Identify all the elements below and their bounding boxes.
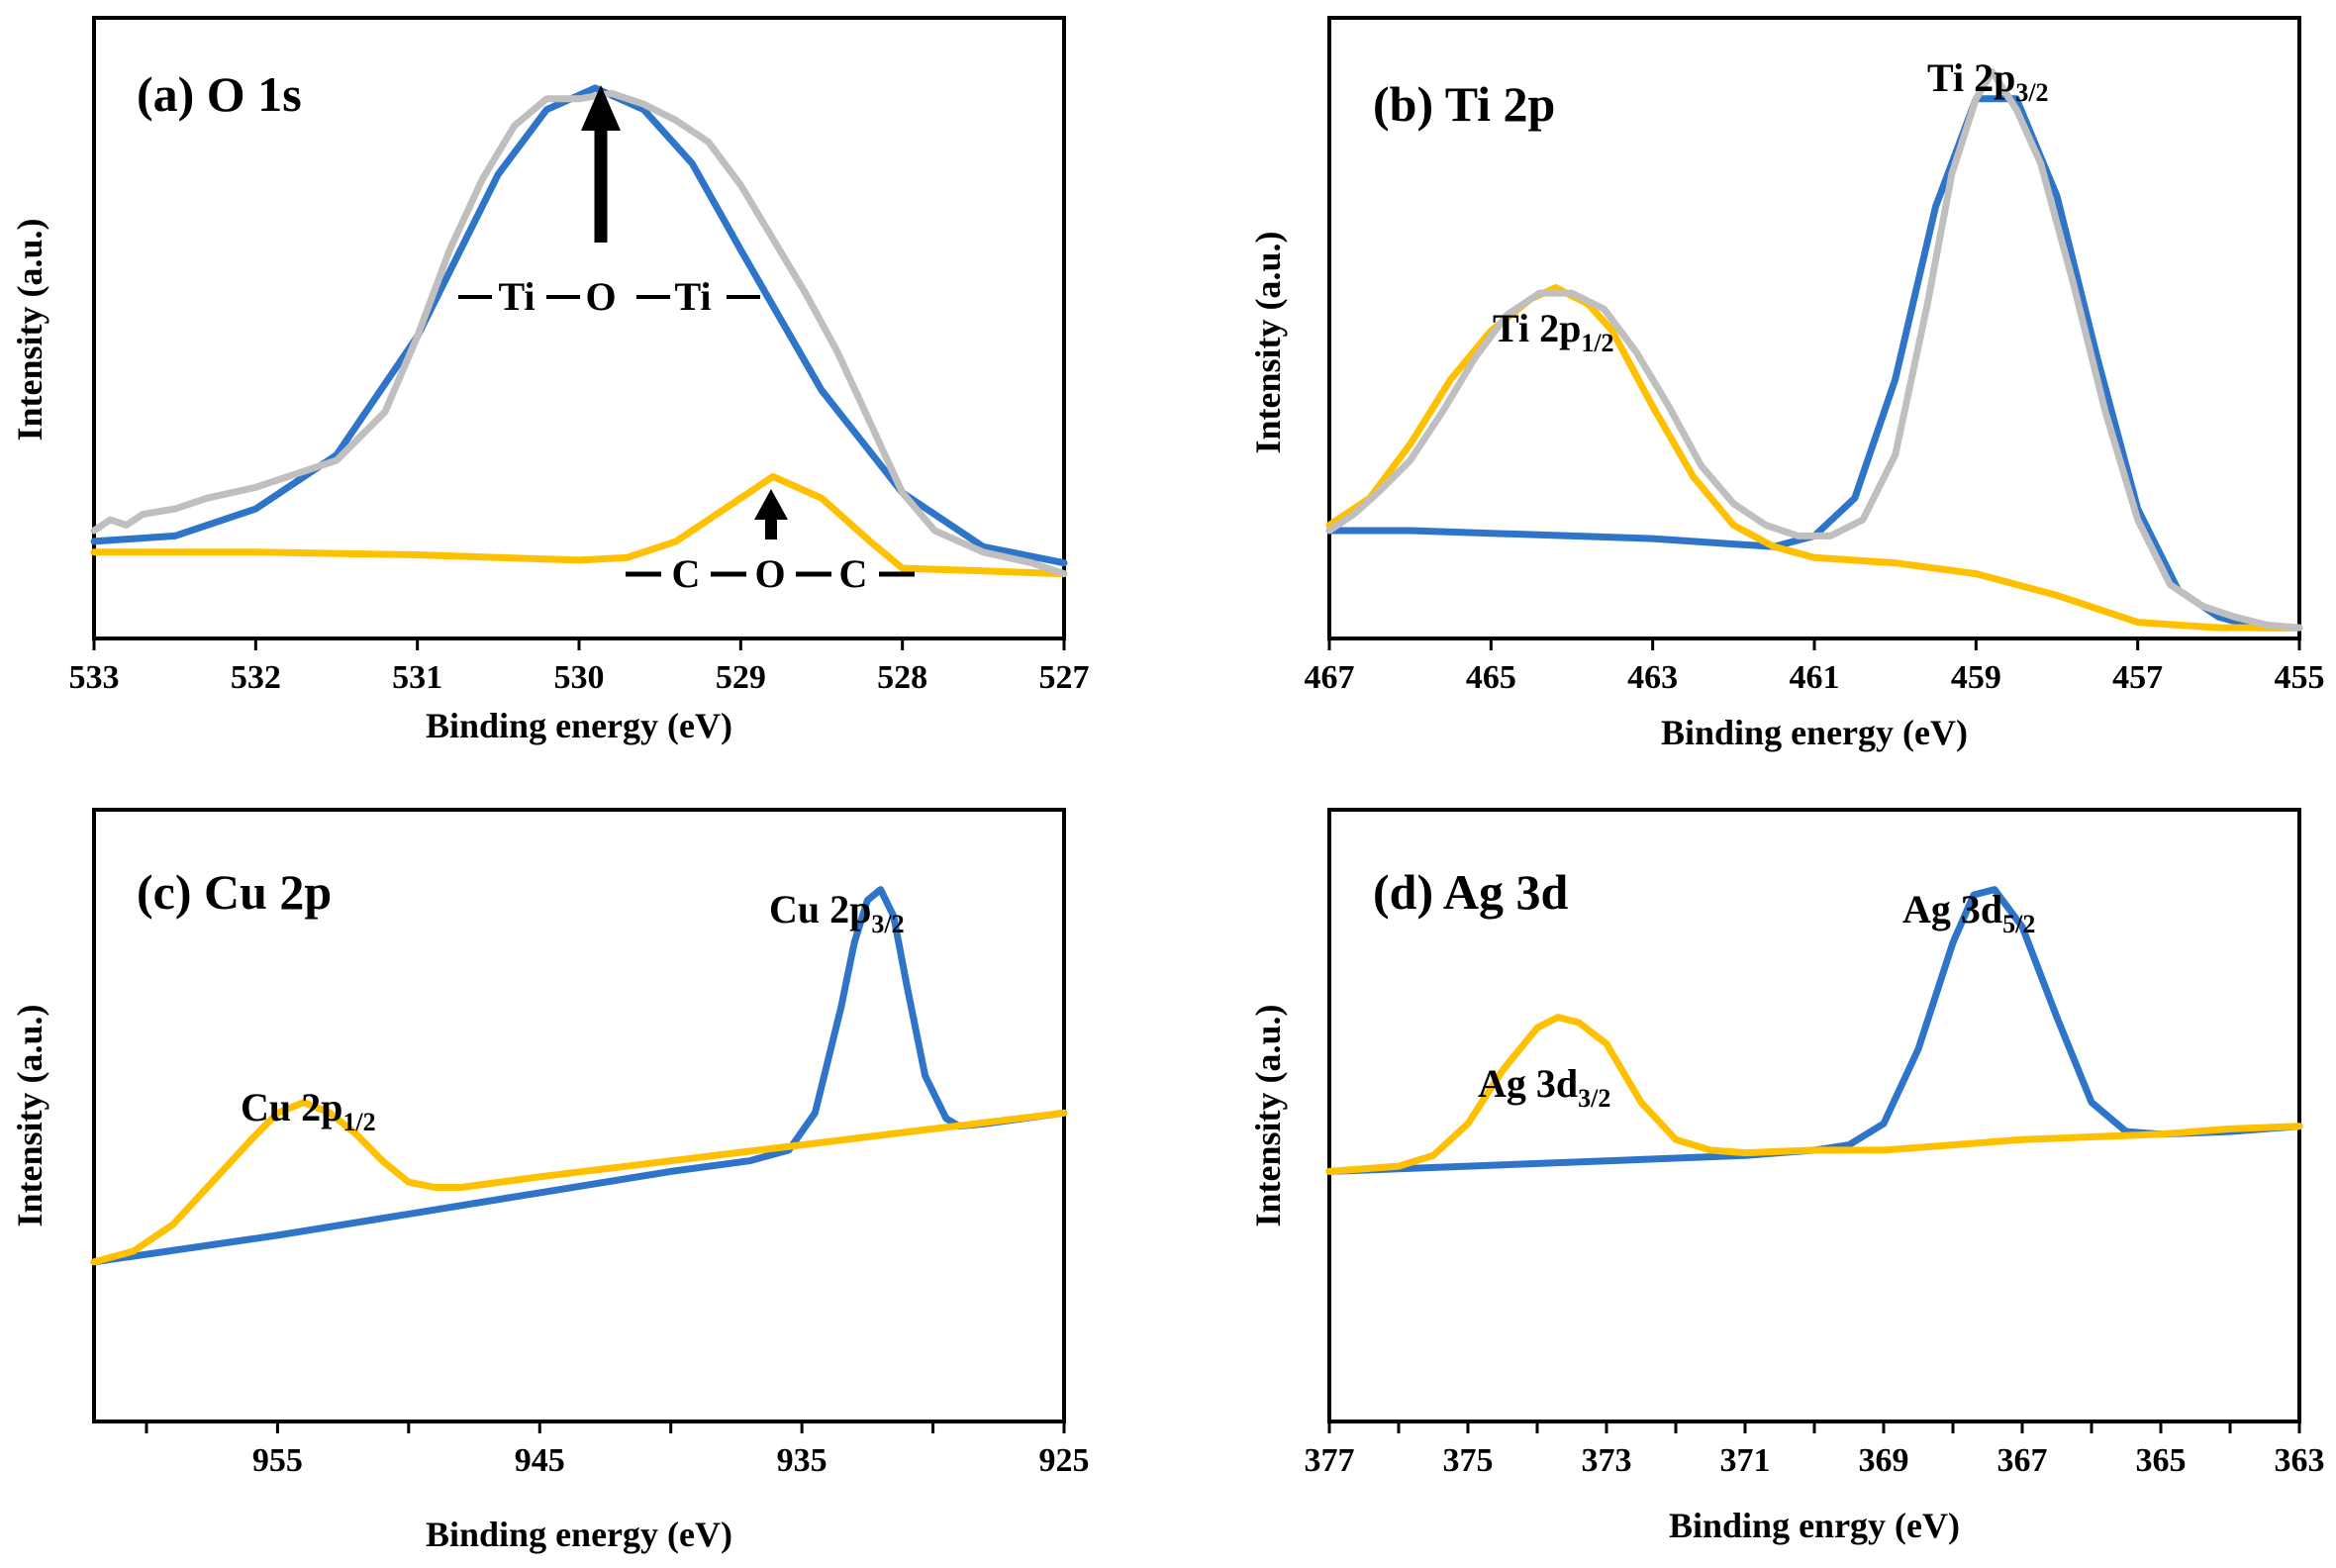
- bond-c-o-c: C O C: [626, 551, 915, 596]
- series-fit-3d3/2: [1325, 1014, 2303, 1175]
- arrow-c-o-c: [754, 489, 788, 539]
- panel-o1s: 533 532 531 530 529 528 527 (a) O 1s Binding e…: [10, 16, 1090, 745]
- bond-atom: C: [672, 551, 701, 596]
- panel-title: (a) O 1s: [137, 66, 302, 122]
- arrow-ti-o-ti: [581, 85, 621, 243]
- x-tick-label: 373: [1582, 1442, 1632, 1479]
- y-axis-title: Intensity (a.u.): [1248, 1004, 1288, 1226]
- x-tick-label: 527: [1039, 659, 1090, 696]
- x-ticks: [145, 1421, 1066, 1433]
- bond-atom: Ti: [674, 274, 711, 319]
- x-tick-labels: 955 945 935 925: [252, 1442, 1090, 1479]
- panel-cu2p: 955 945 935 925 (c) Cu 2p Binding energy (e…: [10, 808, 1090, 1554]
- series-fit-c-o-c: [90, 472, 1068, 578]
- x-tick-label: 925: [1039, 1442, 1090, 1479]
- series-experimental: [90, 89, 1068, 578]
- x-axis-title: Binding energy (eV): [1661, 713, 1968, 752]
- x-tick-label: 532: [231, 659, 281, 696]
- x-tick-label: 459: [1951, 659, 2001, 696]
- x-tick-label: 365: [2136, 1442, 2187, 1479]
- series-fit-2p1/2: [1325, 284, 2303, 632]
- x-axis-title: Binding enrgy (eV): [1669, 1506, 1960, 1545]
- series-layer: [1325, 886, 2303, 1175]
- series-experimental: [1325, 68, 2303, 632]
- peak-label-2p3/2: Ti 2p3/2: [1927, 55, 2049, 107]
- panel-title: (d) Ag 3d: [1373, 864, 1568, 920]
- x-tick-label: 533: [69, 659, 120, 696]
- x-tick-label: 457: [2112, 659, 2163, 696]
- bond-atom: O: [754, 551, 785, 596]
- x-tick-label: 530: [554, 659, 605, 696]
- x-tick-label: 363: [2275, 1442, 2325, 1479]
- x-tick-label: 461: [1790, 659, 1840, 696]
- series-layer: [90, 84, 1068, 578]
- series-fit-2p3/2: [1325, 95, 2303, 632]
- series-fit-2p3/2: [90, 886, 1068, 1266]
- x-axis-title: Binding energy (eV): [426, 706, 732, 745]
- panel-title: (b) Ti 2p: [1373, 76, 1555, 132]
- x-tick-label: 935: [777, 1442, 827, 1479]
- peak-label-3d3/2: Ag 3d3/2: [1478, 1061, 1610, 1113]
- x-tick-label: 528: [877, 659, 927, 696]
- bond-atom: Ti: [498, 274, 535, 319]
- x-tick-label: 467: [1305, 659, 1355, 696]
- x-tick-labels: 533 532 531 530 529 528 527: [69, 659, 1090, 696]
- bond-atom: O: [585, 274, 616, 319]
- x-tick-label: 955: [252, 1442, 303, 1479]
- bond-atom: C: [839, 551, 868, 596]
- panel-title: (c) Cu 2p: [137, 864, 332, 920]
- x-tick-label: 377: [1305, 1442, 1355, 1479]
- x-tick-label: 375: [1443, 1442, 1494, 1479]
- peak-label-2p3/2: Cu 2p3/2: [769, 887, 905, 938]
- y-axis-title: Intensity (a.u.): [10, 1004, 49, 1226]
- x-tick-label: 455: [2275, 659, 2325, 696]
- bond-ti-o-ti: Ti O Ti: [458, 274, 760, 319]
- x-ticks: [1327, 638, 2301, 650]
- x-tick-labels: 377 375 373 371 369 367 365 363: [1305, 1442, 2325, 1479]
- series-fit-2p1/2: [90, 1099, 1068, 1266]
- x-axis-title: Binding energy (eV): [426, 1515, 732, 1554]
- series-layer: [1325, 68, 2303, 632]
- x-tick-label: 463: [1627, 659, 1678, 696]
- panel-ti2p: 467 465 463 461 459 457 455 (b) Ti 2p Binding …: [1248, 16, 2325, 752]
- peak-label-2p1/2: Cu 2p1/2: [241, 1085, 376, 1136]
- x-tick-labels: 467 465 463 461 459 457 455: [1305, 659, 2325, 696]
- x-tick-label: 531: [392, 659, 442, 696]
- x-tick-label: 465: [1466, 659, 1516, 696]
- x-tick-label: 945: [515, 1442, 565, 1479]
- peak-label-3d5/2: Ag 3d5/2: [1902, 887, 2035, 938]
- y-axis-title: Intensity (a.u.): [1248, 231, 1288, 453]
- x-tick-label: 367: [1997, 1442, 2048, 1479]
- x-ticks: [1327, 1421, 2301, 1433]
- series-layer: [90, 886, 1068, 1266]
- peak-label-2p1/2: Ti 2p1/2: [1493, 306, 1614, 357]
- x-ticks: [92, 638, 1066, 650]
- y-axis-title: Intensity (a.u.): [10, 218, 49, 441]
- x-tick-label: 371: [1720, 1442, 1771, 1479]
- series-fit-3d5/2: [1325, 886, 2303, 1175]
- x-tick-label: 369: [1859, 1442, 1909, 1479]
- series-fit-ti-o-ti: [90, 84, 1068, 567]
- panel-ag3d: 377 375 373 371 369 367 365 363 (d) Ag 3d Bindi…: [1248, 808, 2325, 1545]
- x-tick-label: 529: [716, 659, 766, 696]
